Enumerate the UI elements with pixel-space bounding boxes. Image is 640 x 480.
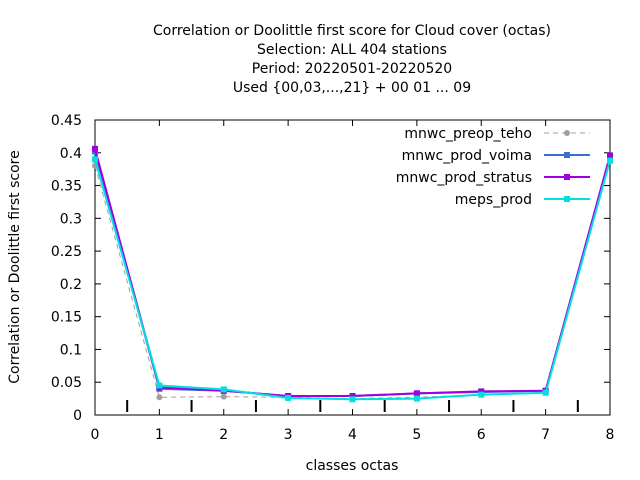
y-tick-label: 0.2 <box>60 277 82 293</box>
series-lines <box>92 145 613 403</box>
legend-label: mnwc_preop_teho <box>404 126 532 142</box>
x-tick-label: 1 <box>155 427 164 443</box>
x-tick-label: 3 <box>284 427 293 443</box>
data-point <box>478 391 485 398</box>
legend: mnwc_preop_teho mnwc_prod_voima mnwc_prod_… <box>396 126 590 208</box>
y-tick-label: 0 <box>73 408 82 424</box>
series-line <box>94 148 611 397</box>
chart-title-line: Correlation or Doolittle first score for… <box>153 23 551 39</box>
data-point <box>285 394 292 401</box>
series-meps_prod <box>92 156 613 403</box>
y-tick-label: 0.1 <box>60 342 82 358</box>
chart-title-line: Used {00,03,...,21} + 00 01 ... 09 <box>233 80 471 96</box>
data-point <box>478 388 485 395</box>
data-point <box>349 392 356 399</box>
legend-marker <box>564 174 570 180</box>
data-point <box>220 386 227 393</box>
x-tick-label: 8 <box>606 427 615 443</box>
x-tick-labels: 0 1 2 3 4 5 6 7 8 <box>91 427 615 443</box>
data-point <box>156 382 163 389</box>
legend-marker <box>564 196 570 202</box>
series-line <box>94 159 611 400</box>
x-axis-label: classes octas <box>306 458 399 474</box>
data-point <box>607 152 613 159</box>
y-tick-label: 0.3 <box>60 211 82 227</box>
legend-entry: mnwc_prod_stratus <box>396 170 590 186</box>
legend-entry: mnwc_preop_teho <box>404 126 590 142</box>
data-point <box>220 393 227 400</box>
data-point <box>413 395 420 402</box>
data-point <box>349 396 356 403</box>
y-tick-label: 0.4 <box>60 146 82 162</box>
series-line <box>94 151 611 397</box>
series-line <box>94 159 611 401</box>
data-point <box>156 394 163 401</box>
legend-entry: mnwc_prod_voima <box>402 148 590 164</box>
class-boundary-marks <box>126 400 579 412</box>
data-point <box>413 390 420 397</box>
y-tick-label: 0.25 <box>51 244 82 260</box>
chart-title: Correlation or Doolittle first score for… <box>153 23 551 96</box>
x-tick-label: 0 <box>91 427 100 443</box>
y-tick-label: 0.35 <box>51 179 82 195</box>
chart-title-line: Selection: ALL 404 stations <box>257 42 447 58</box>
data-point <box>92 145 98 152</box>
x-tick-label: 2 <box>219 427 228 443</box>
y-tick-labels: 0 0.05 0.1 0.15 0.2 0.25 0.3 0.35 0.4 0.45 <box>51 113 82 424</box>
legend-label: mnwc_prod_voima <box>402 148 532 164</box>
chart-title-line: Period: 20220501-20220520 <box>252 61 452 77</box>
data-point <box>542 389 549 396</box>
legend-entry: meps_prod <box>455 192 590 208</box>
legend-label: meps_prod <box>455 192 532 208</box>
plot-area <box>94 119 611 416</box>
data-point <box>92 156 98 163</box>
y-tick-label: 0.15 <box>51 310 82 326</box>
axis-ticks <box>94 119 611 416</box>
y-tick-label: 0.05 <box>51 375 82 391</box>
y-axis-label: Correlation or Doolittle first score <box>7 150 23 383</box>
x-tick-label: 5 <box>412 427 421 443</box>
series-mnwc_prod_voima <box>92 148 613 399</box>
legend-label: mnwc_prod_stratus <box>396 170 532 186</box>
data-point <box>607 157 613 164</box>
series-mnwc_preop_teho <box>92 156 613 402</box>
y-tick-label: 0.45 <box>51 113 82 129</box>
series-mnwc_prod_stratus <box>92 145 613 399</box>
x-tick-label: 6 <box>477 427 486 443</box>
legend-marker <box>564 152 570 158</box>
legend-marker <box>564 130 570 136</box>
x-tick-label: 4 <box>348 427 357 443</box>
x-tick-label: 7 <box>541 427 550 443</box>
